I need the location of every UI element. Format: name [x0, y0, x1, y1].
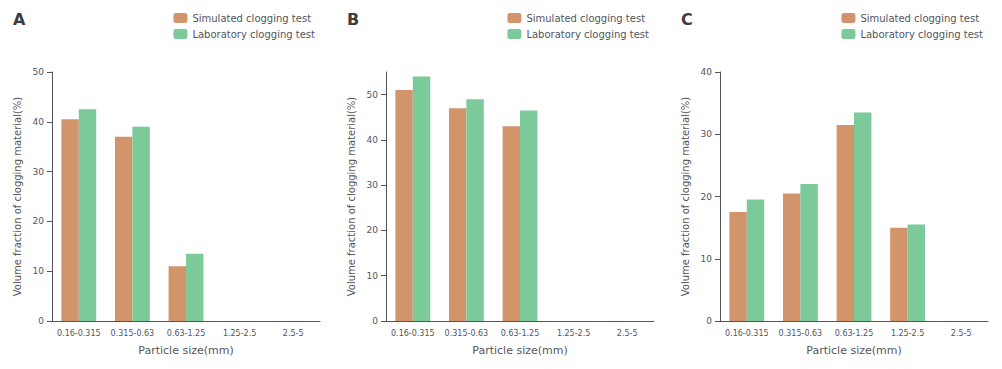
svg-text:20: 20: [33, 216, 45, 226]
svg-text:20: 20: [701, 192, 713, 202]
svg-text:Laboratory clogging test: Laboratory clogging test: [860, 29, 983, 40]
svg-text:20: 20: [367, 225, 379, 235]
svg-text:0: 0: [706, 316, 712, 326]
svg-text:0: 0: [38, 316, 44, 326]
svg-text:Simulated clogging test: Simulated clogging test: [526, 13, 645, 24]
svg-text:C: C: [681, 10, 693, 29]
svg-text:2.5-5: 2.5-5: [617, 329, 638, 338]
svg-text:1.25-2.5: 1.25-2.5: [557, 329, 590, 338]
svg-text:Volume fraction of clogging ma: Volume fraction of clogging material(%): [12, 97, 23, 297]
svg-text:Particle size(mm): Particle size(mm): [806, 344, 901, 357]
svg-text:0.315-0.63: 0.315-0.63: [779, 329, 823, 338]
svg-text:0.63-1.25: 0.63-1.25: [835, 329, 874, 338]
svg-text:0: 0: [372, 316, 378, 326]
svg-text:0.63-1.25: 0.63-1.25: [501, 329, 540, 338]
svg-text:0.315-0.63: 0.315-0.63: [445, 329, 489, 338]
svg-text:Laboratory clogging test: Laboratory clogging test: [192, 29, 315, 40]
svg-text:2.5-5: 2.5-5: [283, 329, 304, 338]
svg-text:Particle size(mm): Particle size(mm): [472, 344, 567, 357]
svg-text:30: 30: [367, 180, 379, 190]
svg-text:1.25-2.5: 1.25-2.5: [223, 329, 256, 338]
svg-text:50: 50: [367, 90, 379, 100]
svg-text:0.315-0.63: 0.315-0.63: [111, 329, 155, 338]
svg-text:Simulated clogging test: Simulated clogging test: [860, 13, 979, 24]
svg-text:10: 10: [33, 266, 45, 276]
svg-text:0.16-0.315: 0.16-0.315: [57, 329, 101, 338]
svg-text:B: B: [347, 10, 359, 29]
svg-text:0.16-0.315: 0.16-0.315: [725, 329, 769, 338]
svg-text:50: 50: [33, 67, 45, 77]
svg-text:Simulated clogging test: Simulated clogging test: [192, 13, 311, 24]
svg-text:30: 30: [33, 167, 45, 177]
svg-text:Particle size(mm): Particle size(mm): [138, 344, 233, 357]
svg-text:40: 40: [701, 67, 713, 77]
svg-text:Volume fraction of clogging ma: Volume fraction of clogging material(%): [680, 97, 691, 297]
svg-text:Laboratory clogging test: Laboratory clogging test: [526, 29, 649, 40]
svg-text:10: 10: [701, 254, 713, 264]
svg-text:40: 40: [33, 117, 45, 127]
svg-text:1.25-2.5: 1.25-2.5: [891, 329, 924, 338]
svg-text:A: A: [13, 10, 26, 29]
svg-text:2.5-5: 2.5-5: [951, 329, 972, 338]
svg-text:30: 30: [701, 129, 713, 139]
svg-text:10: 10: [367, 271, 379, 281]
svg-text:Volume fraction of clogging ma: Volume fraction of clogging material(%): [346, 97, 357, 297]
svg-text:0.16-0.315: 0.16-0.315: [391, 329, 435, 338]
svg-text:40: 40: [367, 135, 379, 145]
svg-text:0.63-1.25: 0.63-1.25: [167, 329, 206, 338]
